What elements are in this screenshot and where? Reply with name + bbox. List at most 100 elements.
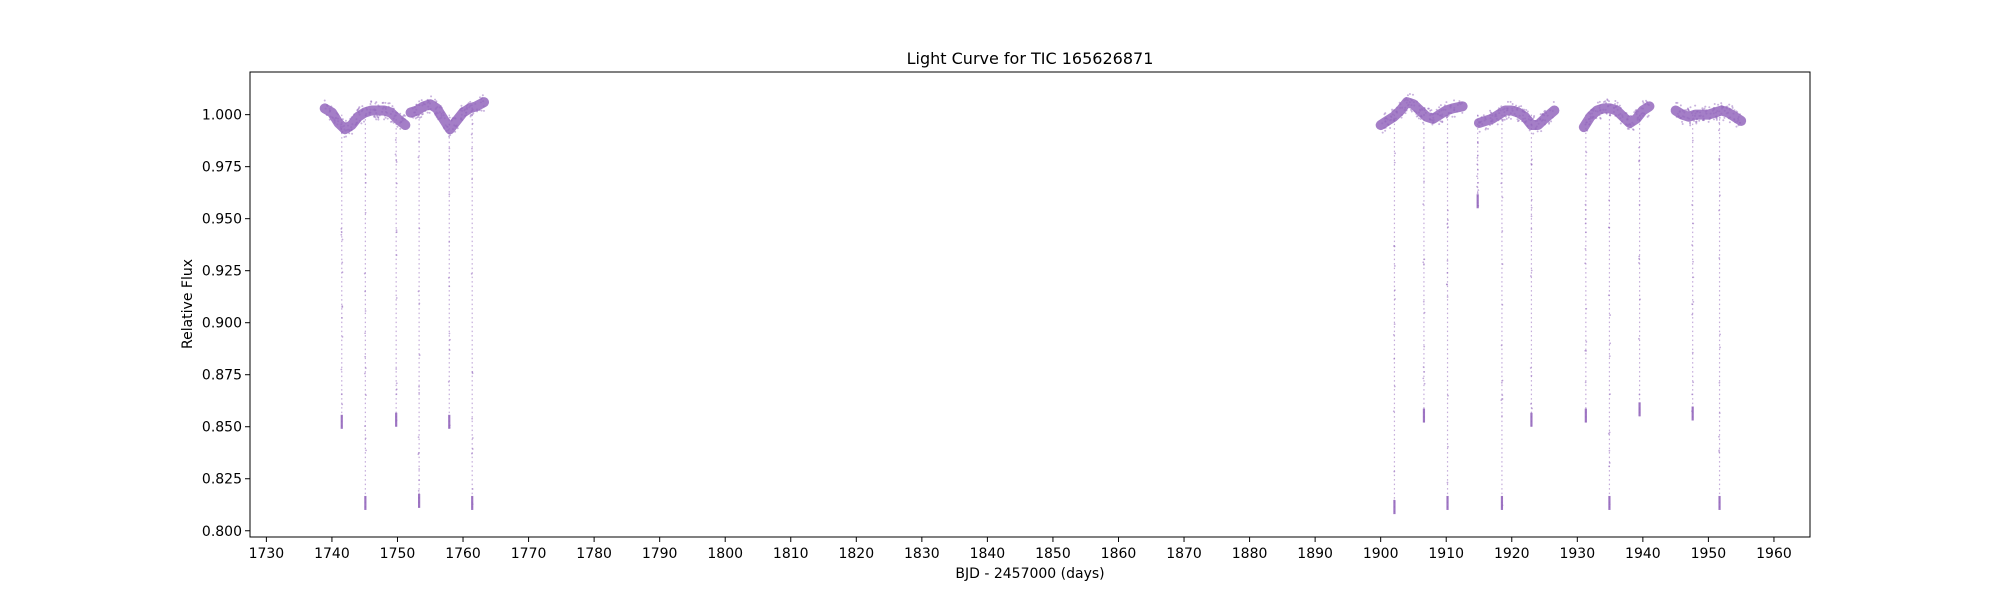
flux-point <box>1639 116 1642 119</box>
flux-point <box>1536 119 1539 122</box>
transit-point <box>1691 410 1693 413</box>
transit-point <box>1530 162 1533 165</box>
flux-point <box>456 127 459 130</box>
transit-point <box>1477 181 1480 184</box>
flux-point <box>381 107 384 110</box>
flux-point <box>1728 121 1731 124</box>
transit-point <box>1584 208 1587 211</box>
transit-point <box>1584 247 1587 250</box>
x-tick-label: 1940 <box>1625 546 1661 562</box>
flux-point <box>1540 130 1543 133</box>
flux-point <box>1616 101 1619 104</box>
transit-point <box>449 338 451 341</box>
flux-point <box>384 101 387 104</box>
transit-point <box>1608 462 1611 464</box>
transit-point <box>340 368 343 371</box>
flux-point <box>1596 110 1599 113</box>
flux-point <box>1384 112 1387 115</box>
transit-point <box>1530 116 1532 119</box>
transit-point <box>1638 203 1641 206</box>
flux-point <box>1708 106 1711 109</box>
flux-point <box>451 128 454 131</box>
x-tick-label: 1810 <box>773 546 809 562</box>
flux-point <box>401 119 404 122</box>
flux-point <box>1614 102 1617 105</box>
flux-point <box>1484 128 1487 131</box>
flux-point <box>424 103 427 106</box>
flux-point <box>1488 124 1491 127</box>
transit-point <box>1531 407 1533 410</box>
flux-point <box>1409 98 1412 101</box>
flux-point <box>1642 101 1645 104</box>
transit-point <box>1422 300 1425 303</box>
flux-point <box>1685 109 1688 112</box>
transit-point <box>1476 175 1478 178</box>
flux-point <box>1404 98 1407 101</box>
transit-point <box>1530 198 1533 201</box>
flux-point <box>1715 115 1718 118</box>
transit-point <box>1530 269 1533 272</box>
flux-point <box>1727 111 1730 114</box>
transit-point <box>1718 129 1720 132</box>
transit-point <box>471 503 474 505</box>
flux-point <box>1640 107 1643 110</box>
transit-point <box>1639 298 1641 301</box>
x-tick-label: 1950 <box>1691 546 1727 562</box>
transit-point <box>471 147 473 150</box>
x-tick-label: 1790 <box>642 546 678 562</box>
flux-point <box>464 108 467 111</box>
flux-point <box>1526 110 1529 113</box>
transit-point <box>1423 311 1426 314</box>
flux-point <box>1677 115 1680 118</box>
x-axis-ticks: 1730 1740 1750 1760 1770 1780 1790 1800 1810 1820… <box>249 537 1792 562</box>
flux-point <box>384 108 387 111</box>
flux-point <box>1733 109 1736 112</box>
flux-point <box>1384 120 1387 123</box>
flux-point <box>1646 115 1649 118</box>
flux-point <box>436 105 439 108</box>
flux-point <box>1498 112 1501 115</box>
flux-point <box>1690 112 1693 115</box>
flux-point <box>399 127 402 130</box>
flux-point <box>1401 106 1404 109</box>
transit-point <box>1607 294 1610 297</box>
flux-point <box>1518 114 1521 117</box>
flux-point <box>1395 106 1398 109</box>
flux-point <box>1391 108 1394 111</box>
flux-point <box>373 115 376 118</box>
flux-point <box>1541 112 1544 115</box>
flux-point <box>1532 116 1535 119</box>
flux-point <box>1614 114 1617 117</box>
transit-point <box>1638 255 1641 258</box>
chart-title: Light Curve for TIC 165626871 <box>907 49 1154 68</box>
transit-point <box>363 372 366 375</box>
flux-point <box>337 120 340 123</box>
transit-point <box>1609 314 1612 316</box>
flux-point <box>1381 131 1384 134</box>
transit-point <box>1423 180 1425 183</box>
x-tick-label: 1800 <box>707 546 743 562</box>
flux-point <box>435 100 438 103</box>
transit-point <box>1446 283 1448 286</box>
transit-point <box>1393 265 1396 267</box>
flux-point <box>350 116 353 119</box>
transit-point <box>395 393 398 396</box>
flux-point <box>1486 127 1489 130</box>
flux-point <box>434 98 437 101</box>
flux-point <box>363 120 366 123</box>
flux-point <box>1478 130 1481 133</box>
transit-point <box>364 425 366 428</box>
flux-point <box>1589 120 1592 123</box>
transit-point <box>1422 147 1425 150</box>
transit-point <box>1692 381 1695 384</box>
transit-point <box>394 139 397 141</box>
flux-point <box>351 132 354 135</box>
flux-point <box>1438 106 1441 109</box>
flux-point <box>375 112 378 115</box>
flux-point <box>341 125 344 128</box>
flux-point <box>355 123 358 126</box>
transit-point <box>1423 382 1426 385</box>
transit-point <box>341 261 344 264</box>
transit-point <box>1719 194 1721 197</box>
transit-point <box>1500 381 1503 384</box>
